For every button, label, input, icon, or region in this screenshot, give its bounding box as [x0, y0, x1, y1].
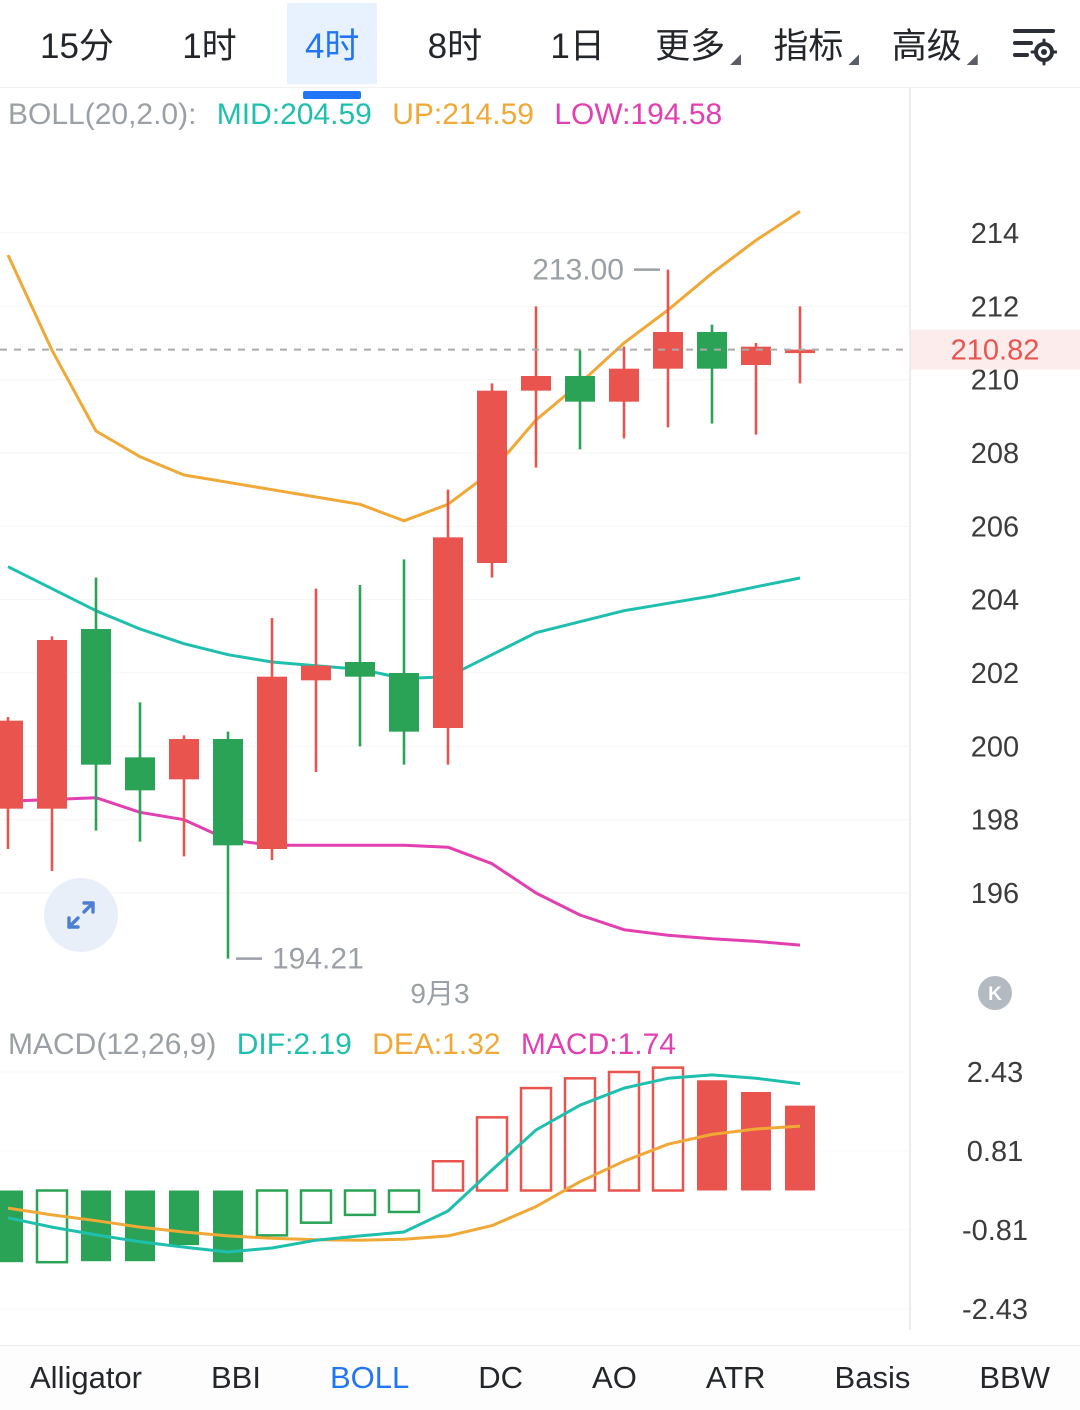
macd-dif-line — [7, 1073, 801, 1254]
candle-body — [257, 676, 287, 849]
macd-histogram-bar — [299, 1189, 333, 1224]
macd-histogram-bar — [343, 1189, 377, 1217]
candle-body — [389, 673, 419, 732]
expand-arrows-icon — [67, 901, 95, 929]
candle-body — [741, 346, 771, 365]
candle-body — [521, 376, 551, 391]
price-axis-label: 200 — [971, 731, 1019, 763]
macd-dif-value: DIF:2.19 — [236, 1028, 352, 1061]
price-axis-label: 196 — [971, 878, 1019, 910]
macd-histogram-bar — [255, 1189, 289, 1237]
boll-low-value: LOW:194.58 — [554, 98, 723, 131]
chart-settings-icon — [1012, 28, 1057, 65]
indicator-tab-atr[interactable]: ATR — [705, 1360, 766, 1395]
macd-histogram-bar — [651, 1066, 685, 1192]
macd-histogram-bar — [169, 1190, 199, 1246]
boll-mid-value: MID:204.59 — [216, 98, 372, 131]
tab-1d[interactable]: 1日 — [550, 27, 605, 66]
macd-axis-label: -2.43 — [962, 1294, 1028, 1326]
tab-1h[interactable]: 1时 — [182, 27, 237, 66]
price-axis-label: 206 — [971, 511, 1019, 543]
candle-body — [345, 662, 375, 677]
candle-body — [125, 757, 155, 791]
menu-more[interactable]: 更多 — [655, 18, 742, 69]
price-axis-label: 204 — [971, 585, 1019, 617]
dropdown-corner-icon — [966, 54, 978, 65]
macd-histogram-bar — [431, 1159, 465, 1192]
candle-body — [213, 739, 243, 846]
macd-label: MACD(12,26,9) — [8, 1028, 217, 1061]
candle-body — [301, 665, 331, 681]
macd-dea-value: DEA:1.32 — [372, 1028, 501, 1061]
candle-body — [565, 376, 595, 402]
boll-up-value: UP:214.59 — [392, 98, 534, 131]
candle-body — [37, 640, 67, 809]
macd-histogram-bar — [563, 1077, 597, 1192]
candle-body — [785, 349, 815, 354]
menu-advanced-label: 高级 — [891, 27, 962, 66]
low-price-annotation: 194.21 — [272, 943, 364, 976]
high-price-annotation: 213.00 — [532, 254, 624, 287]
price-axis-label: 198 — [971, 805, 1019, 837]
price-candlestick-chart[interactable]: 214 212 210 208 206 204 202 200 198 196 210.82 213.… — [0, 88, 1080, 1020]
price-axis-label: 208 — [971, 438, 1019, 470]
expand-chart-button[interactable] — [44, 878, 118, 952]
macd-axis-label: -0.81 — [962, 1215, 1028, 1247]
indicator-tab-bbi[interactable]: BBI — [211, 1360, 261, 1395]
candle-body — [433, 537, 463, 728]
timeframe-toolbar: 15分 1时 4时 8时 1日 更多 指标 高级 — [0, 0, 1080, 88]
price-axis-label: 202 — [971, 658, 1019, 690]
chart-settings-button[interactable] — [1010, 20, 1058, 68]
candle-body — [0, 720, 23, 809]
k-watermark-badge — [978, 976, 1012, 1010]
macd-hist-value: MACD:1.74 — [520, 1028, 676, 1061]
current-price-badge — [911, 329, 1080, 370]
tab-8h[interactable]: 8时 — [427, 27, 483, 66]
price-axis-label: 210 — [971, 365, 1019, 397]
tab-15min[interactable]: 15分 — [40, 27, 114, 66]
candle-body — [609, 368, 639, 402]
indicator-tab-ao[interactable]: AO — [592, 1360, 637, 1395]
k-watermark-letter: K — [988, 984, 1002, 1005]
macd-axis-label: 0.81 — [967, 1136, 1023, 1168]
boll-label: BOLL(20,2.0): — [8, 98, 197, 131]
indicator-tab-boll[interactable]: BOLL — [329, 1360, 410, 1395]
macd-histogram-bar — [785, 1105, 815, 1191]
macd-axis-label: 2.43 — [967, 1057, 1023, 1089]
candle-body — [169, 739, 199, 780]
macd-dea-line — [7, 1124, 801, 1242]
boll-indicator-header: BOLL(20,2.0): MID:204.59 UP:214.59 LOW:1… — [8, 98, 734, 132]
macd-histogram-bar — [0, 1190, 23, 1263]
indicator-tab-dc[interactable]: DC — [478, 1360, 524, 1395]
tab-4h[interactable]: 4时 — [286, 3, 378, 84]
macd-histogram-bar — [81, 1190, 111, 1262]
dropdown-corner-icon — [730, 54, 742, 65]
macd-indicator-header: MACD(12,26,9) DIF:2.19 DEA:1.32 MACD:1.7… — [8, 1028, 688, 1062]
indicator-tab-bar: Alligator BBI BOLL DC AO ATR Basis BBW — [0, 1345, 1080, 1410]
indicator-tab-bbw[interactable]: BBW — [979, 1360, 1050, 1395]
menu-more-label: 更多 — [655, 27, 726, 66]
indicator-tab-alligator[interactable]: Alligator — [30, 1360, 142, 1395]
macd-chart[interactable]: 2.43 0.81 -0.81 -2.43 — [0, 1020, 1080, 1345]
macd-histogram-bar — [387, 1189, 421, 1214]
candle-body — [477, 390, 507, 563]
menu-indicators-label: 指标 — [773, 27, 844, 66]
dropdown-corner-icon — [848, 54, 860, 65]
price-axis-label: 212 — [971, 291, 1019, 323]
macd-histogram-bar — [607, 1070, 641, 1192]
current-price-label: 210.82 — [951, 335, 1040, 367]
menu-advanced[interactable]: 高级 — [892, 18, 978, 69]
price-axis-label: 214 — [971, 218, 1019, 250]
macd-histogram-bar — [741, 1091, 771, 1191]
candle-body — [81, 629, 111, 765]
menu-indicators[interactable]: 指标 — [773, 18, 860, 69]
x-axis-date-label: 9月3 — [410, 978, 469, 1009]
indicator-tab-basis[interactable]: Basis — [834, 1360, 911, 1395]
